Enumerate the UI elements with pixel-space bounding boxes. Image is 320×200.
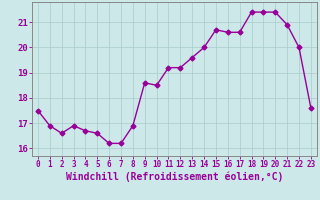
X-axis label: Windchill (Refroidissement éolien,°C): Windchill (Refroidissement éolien,°C) bbox=[66, 172, 283, 182]
